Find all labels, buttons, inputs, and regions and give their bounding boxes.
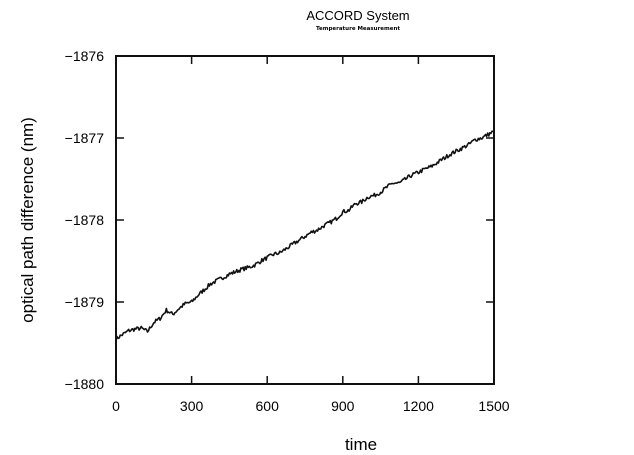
x-axis-label: time	[345, 435, 377, 454]
x-tick-label: 1200	[403, 398, 434, 414]
y-tick-label: −1878	[65, 212, 105, 228]
tick-labels: 0 300 600 900 1200 1500 −1880 −1879 −1878 −1877 −1…	[65, 48, 510, 414]
axis-ticks	[115, 55, 495, 385]
chart-title: ACCORD System	[306, 8, 409, 23]
x-tick-label: 1500	[478, 398, 509, 414]
x-tick-label: 600	[256, 398, 280, 414]
chart-subtitle: Temperature Measurement	[316, 26, 400, 32]
y-axis-label: optical path difference (nm)	[18, 117, 37, 323]
x-tick-label: 0	[112, 398, 120, 414]
x-tick-label: 300	[180, 398, 204, 414]
y-tick-label: −1876	[65, 48, 105, 64]
y-tick-label: −1877	[65, 130, 105, 146]
y-tick-label: −1879	[65, 294, 105, 310]
y-tick-label: −1880	[65, 376, 105, 392]
x-tick-label: 900	[331, 398, 355, 414]
plot-frame	[115, 55, 495, 385]
series-line	[115, 130, 495, 342]
